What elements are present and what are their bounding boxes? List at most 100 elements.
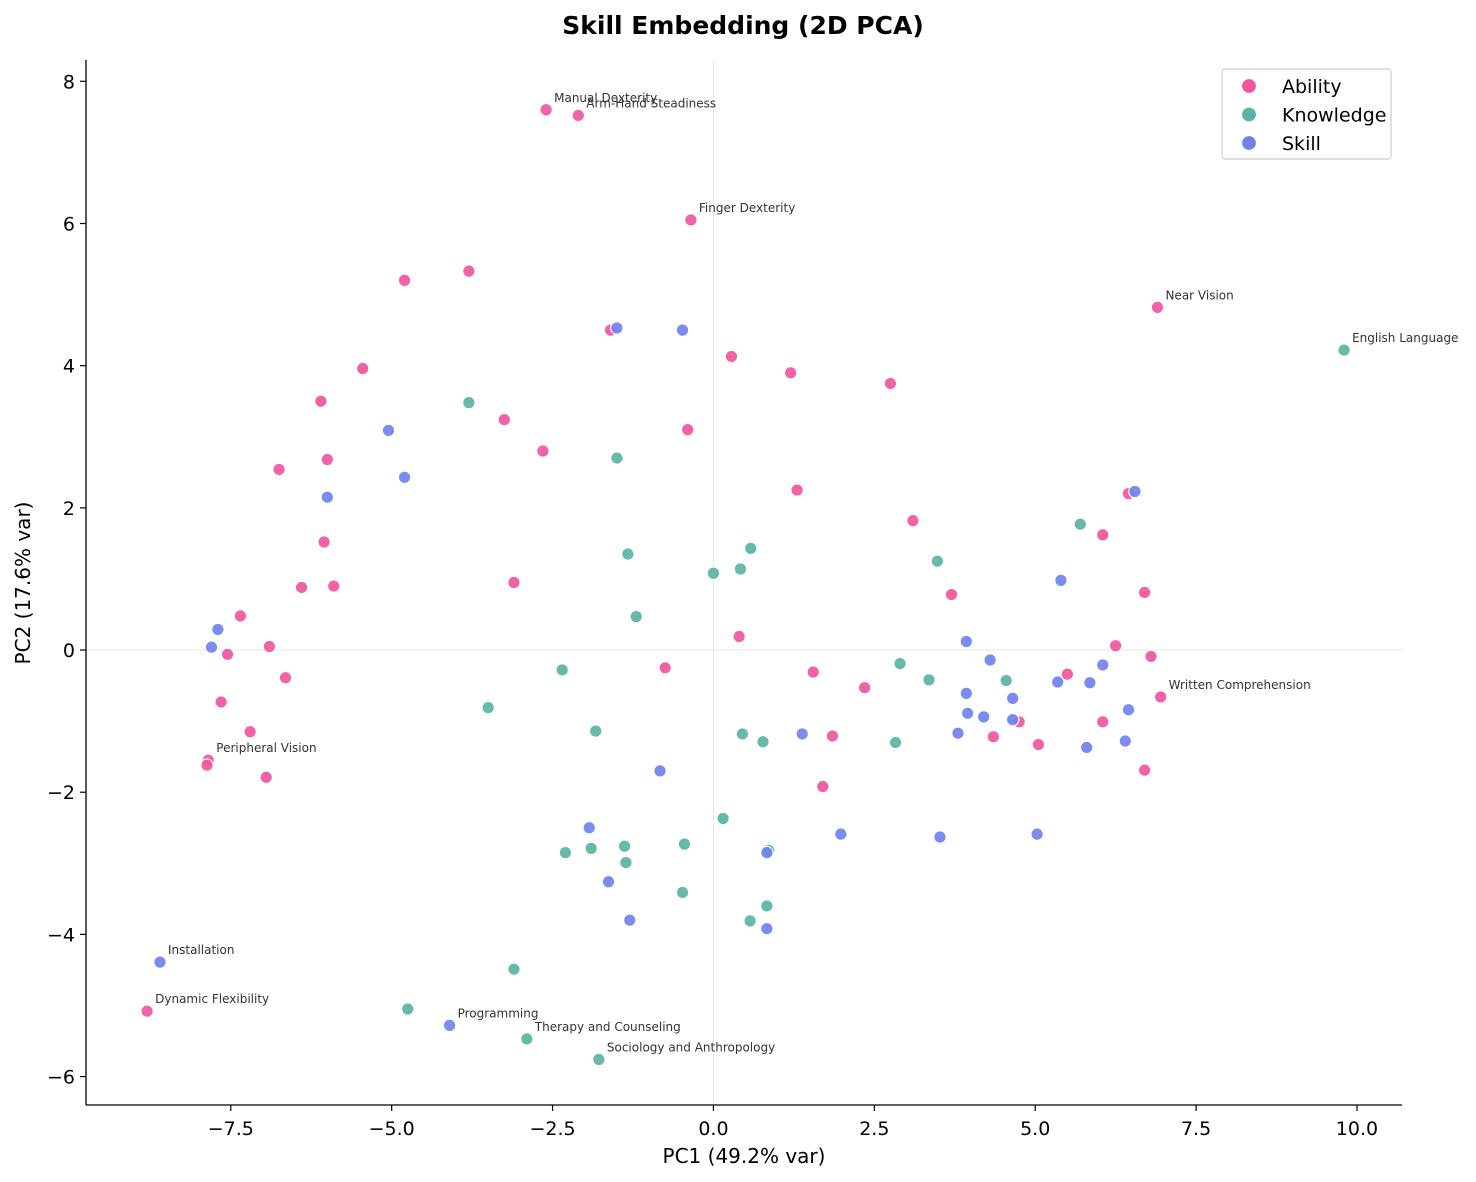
x-tick-label: 0.0 <box>698 1118 728 1140</box>
data-point <box>243 724 257 739</box>
data-point <box>539 102 553 117</box>
y-tick-label: −2 <box>47 782 75 804</box>
data-point <box>959 634 974 649</box>
y-tick-label: 4 <box>63 356 75 378</box>
data-point <box>893 656 907 671</box>
data-point <box>220 647 235 662</box>
zero-lines <box>86 60 1402 1105</box>
data-point <box>622 913 637 927</box>
data-point <box>1137 585 1152 600</box>
data-point <box>272 462 286 477</box>
data-point <box>783 365 798 380</box>
data-point <box>262 639 277 654</box>
data-point <box>214 695 228 709</box>
point-annotation: Arm-Hand Steadiness <box>586 96 716 110</box>
x-tick-label: 5.0 <box>1020 1118 1050 1140</box>
data-point <box>1095 658 1110 672</box>
data-point <box>320 452 335 467</box>
data-point <box>756 734 770 749</box>
data-point <box>733 562 748 576</box>
data-point <box>233 609 248 623</box>
data-point <box>520 1032 534 1046</box>
data-point <box>1337 343 1351 357</box>
data-point <box>1005 691 1020 706</box>
data-points <box>140 102 1351 1067</box>
data-point <box>1073 517 1088 532</box>
data-point <box>621 547 635 561</box>
legend-marker <box>1240 77 1258 95</box>
data-point <box>922 673 936 687</box>
y-tick-label: 8 <box>63 71 75 93</box>
legend: Ability Knowledge Skill <box>1221 68 1392 160</box>
data-point <box>601 874 616 889</box>
point-annotation: Peripheral Vision <box>216 741 316 755</box>
data-point <box>320 490 335 504</box>
data-point <box>732 629 746 644</box>
data-point <box>588 724 603 738</box>
data-point <box>951 726 965 741</box>
data-point <box>658 661 672 675</box>
data-point <box>684 213 698 227</box>
data-point <box>617 839 632 854</box>
data-point <box>507 575 521 590</box>
point-annotation: English Language <box>1352 331 1458 345</box>
data-point <box>806 665 820 679</box>
data-point <box>743 914 757 928</box>
legend-label: Ability <box>1282 76 1342 98</box>
data-point <box>294 580 309 595</box>
point-annotation: Installation <box>168 943 234 957</box>
data-point <box>555 663 570 677</box>
y-axis-label: PC2 (17.6% var) <box>11 502 35 665</box>
data-point <box>760 921 774 936</box>
data-point <box>326 579 341 593</box>
data-point <box>200 758 214 772</box>
data-point <box>760 899 774 913</box>
data-point <box>760 845 774 860</box>
data-point <box>1083 675 1097 690</box>
legend-label: Knowledge <box>1282 105 1386 127</box>
data-point <box>582 820 597 835</box>
x-tick-label: −7.5 <box>208 1118 254 1140</box>
data-point <box>790 483 804 497</box>
data-point <box>1128 484 1142 499</box>
data-point <box>1050 675 1065 689</box>
data-point <box>1005 712 1020 727</box>
y-tick-label: 6 <box>63 214 75 236</box>
data-point <box>1153 690 1168 704</box>
data-point <box>976 710 991 724</box>
data-point <box>959 686 974 701</box>
data-point <box>653 764 667 778</box>
data-point <box>610 321 624 335</box>
x-tick-label: 7.5 <box>1181 1118 1211 1140</box>
data-point <box>140 1004 154 1018</box>
series-skill <box>153 321 1142 1033</box>
data-point <box>706 566 721 581</box>
data-point <box>906 513 920 528</box>
data-point <box>999 673 1014 688</box>
data-point <box>724 349 739 364</box>
data-point <box>629 609 644 624</box>
chart-title: Skill Embedding (2D PCA) <box>562 11 924 40</box>
data-point <box>986 729 1001 744</box>
data-point <box>1095 715 1110 729</box>
data-point <box>317 535 331 549</box>
data-point <box>857 680 872 695</box>
y-tick-label: 0 <box>63 640 75 662</box>
data-point <box>1121 702 1136 717</box>
data-point <box>397 470 412 485</box>
point-annotation: Manual Dexterity <box>554 91 657 105</box>
data-point <box>677 837 692 851</box>
data-point <box>1054 573 1068 588</box>
data-point <box>680 422 695 437</box>
data-point <box>497 412 512 427</box>
data-point <box>1060 667 1075 682</box>
data-point <box>944 587 959 602</box>
data-point <box>1079 740 1094 755</box>
point-annotation: Written Comprehension <box>1169 678 1311 692</box>
data-point <box>278 670 293 685</box>
y-tick-label: −6 <box>47 1067 75 1089</box>
data-point <box>592 1052 606 1067</box>
data-point <box>675 885 690 900</box>
